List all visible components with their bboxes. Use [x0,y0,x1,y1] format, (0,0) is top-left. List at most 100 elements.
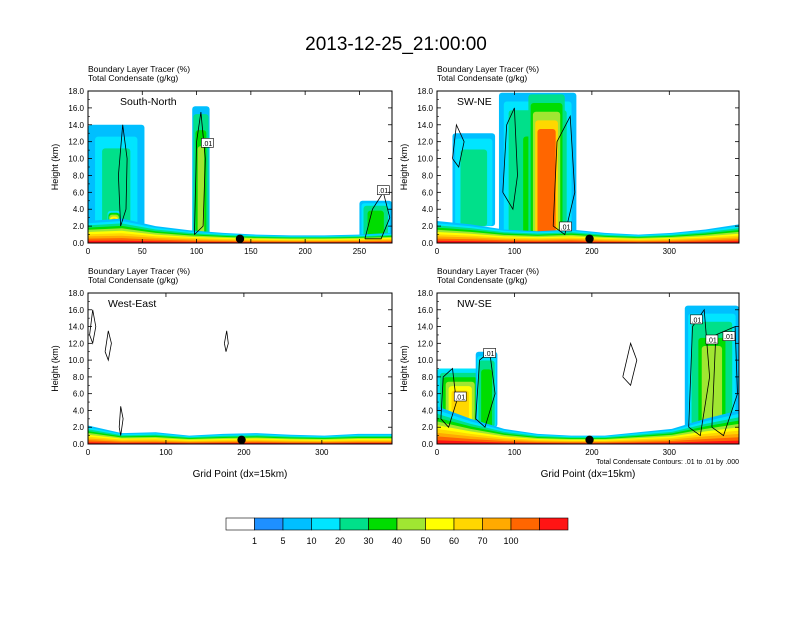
y-axis-label: Height (km) [399,144,409,191]
y-tick-label: 8.0 [422,373,434,382]
panel-subtitle: Total Condensate (g/kg) [437,73,527,83]
location-marker [585,435,594,444]
x-axis-label: Grid Point (dx=15km) [541,469,636,480]
y-tick-label: 14.0 [68,121,84,130]
plot-area: .01 [437,92,739,243]
colorbar-level-label: 10 [306,536,316,546]
colorbar-swatch-0 [225,517,255,531]
location-marker [585,234,594,243]
y-axis-label: Height (km) [50,144,60,191]
y-tick-label: 10.0 [417,356,433,365]
y-tick-label: 0.0 [422,440,434,449]
y-tick-label: 8.0 [73,171,85,180]
surface-band-7 [437,432,739,444]
page-title: 2013-12-25_21:00:00 [305,34,487,55]
contour-label: .01 [561,224,571,231]
panel-p4: .01 .01 .01 .01 .01 0.0 2.0 4.0 6.0 8.0 10.0 12.0 14… [399,266,740,480]
colorbar-swatch-7 [425,517,455,531]
y-tick-label: 8.0 [73,373,85,382]
contour-line-1 [475,350,496,428]
panel-label: SW-NE [457,96,492,108]
panel-subtitle: Total Condensate (g/kg) [88,275,178,285]
plume-0-band-5 [105,154,127,227]
surface-band-8 [437,436,739,444]
colorbar-level-label: 50 [420,536,430,546]
x-tick-label: 300 [315,448,329,457]
colorbar-level-label: 40 [392,536,402,546]
y-axis-label: Height (km) [50,345,60,392]
panel-p3: 0.0 2.0 4.0 6.0 8.0 10.0 12.0 14.0 16.0 18.0 0 100 2… [50,266,393,480]
y-tick-label: 10.0 [68,356,84,365]
y-tick-label: 4.0 [73,205,85,214]
contour-line-0 [440,367,457,428]
panel-label: South-North [120,96,177,108]
colorbar-level-label: 60 [449,536,459,546]
contour-label-box-0 [201,138,214,148]
plot-area: .01 .01 [88,106,392,243]
contour-label: .01 [724,334,734,341]
contour-line-2 [552,114,576,236]
contour-line-0 [117,124,128,227]
x-tick-label: 250 [353,247,367,256]
panel-subtitle: Boundary Layer Tracer (%) [437,266,539,276]
colorbar-level-label: 1 [252,536,257,546]
x-tick-label: 100 [159,448,173,457]
contour-line-2 [224,330,229,352]
y-tick-label: 6.0 [73,188,85,197]
colorbar-swatch-4 [339,517,369,531]
x-tick-label: 200 [298,247,312,256]
contour-line-2 [622,341,638,387]
y-tick-label: 12.0 [417,339,433,348]
panel-label: West-East [108,298,156,310]
y-tick-label: 0.0 [422,239,434,248]
y-tick-label: 2.0 [422,423,434,432]
contour-label-box-0 [559,221,572,232]
y-tick-label: 18.0 [68,289,84,298]
contour-line-1 [194,112,206,235]
contour-line-1 [104,330,112,362]
colorbar-level-label: 20 [335,536,345,546]
y-tick-label: 10.0 [417,155,433,164]
contour-footnote: Total Condensate Contours: .01 to .01 by… [596,459,739,466]
y-tick-label: 8.0 [422,171,434,180]
x-tick-label: 200 [585,247,599,256]
contour-label: .01 [455,395,465,402]
x-tick-label: 50 [138,247,147,256]
x-tick-label: 0 [86,448,91,457]
contour-label-box-3 [705,334,719,345]
y-tick-label: 16.0 [417,104,433,113]
y-tick-label: 16.0 [68,104,84,113]
panel-subtitle: Total Condensate (g/kg) [437,275,527,285]
y-tick-label: 6.0 [422,188,434,197]
y-tick-label: 18.0 [417,87,433,96]
y-tick-label: 12.0 [68,339,84,348]
y-tick-label: 18.0 [68,87,84,96]
x-tick-label: 100 [508,448,522,457]
panel-subtitle: Boundary Layer Tracer (%) [437,64,539,74]
panel-subtitle: Boundary Layer Tracer (%) [88,266,190,276]
x-tick-label: 150 [244,247,258,256]
x-tick-label: 100 [508,247,522,256]
colorbar-swatch-2 [282,517,312,531]
colorbar-level-label: 5 [280,536,285,546]
contour-line-1 [502,107,518,211]
surface-band-9 [88,240,392,243]
contour-label-box-1 [483,348,496,358]
y-tick-label: 6.0 [73,390,85,399]
plot-frame [87,292,393,445]
y-tick-label: 6.0 [422,390,434,399]
x-tick-label: 100 [190,247,204,256]
y-tick-label: 4.0 [73,406,85,415]
contour-label-box-0 [453,391,467,402]
y-tick-label: 14.0 [417,121,433,130]
plume-1-band-5 [482,373,491,428]
colorbar-swatch-8 [453,517,483,531]
panel-p1: .01 .01 0.0 2.0 4.0 6.0 8.0 10.0 12.0 14.0 16.0 18.… [50,64,393,256]
y-tick-label: 12.0 [68,138,84,147]
colorbar-swatch-1 [254,517,284,531]
colorbar-swatch-3 [311,517,341,531]
panel-subtitle: Boundary Layer Tracer (%) [88,64,190,74]
contour-label-box-1 [377,185,390,195]
